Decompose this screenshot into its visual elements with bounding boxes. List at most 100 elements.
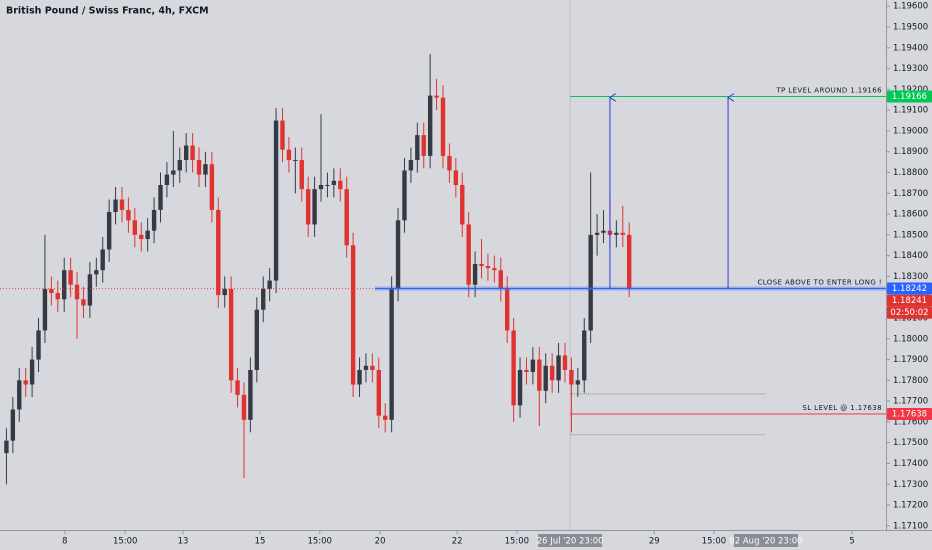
candle-body — [241, 394, 247, 420]
candle-body — [100, 249, 105, 271]
candle-body — [216, 209, 221, 296]
level-tag-bg — [887, 408, 932, 421]
date-range-bg — [733, 534, 798, 547]
candle-body — [49, 288, 54, 294]
last-price-tag-bg — [887, 294, 932, 307]
candle-body — [36, 330, 41, 360]
candle-body — [331, 180, 337, 185]
level-tag: 1.17638 — [892, 410, 927, 420]
candle-body — [261, 288, 266, 310]
y-tick-label: 1.19200 — [893, 85, 928, 95]
candle-body — [562, 355, 568, 370]
y-tick-label: 1.19100 — [893, 106, 928, 116]
candle-body — [248, 369, 253, 420]
candle-body — [537, 359, 542, 391]
candle-body — [620, 232, 625, 235]
candle-body — [472, 263, 478, 285]
candle-body — [286, 149, 292, 161]
candle-body — [62, 270, 67, 300]
x-tick-label: 15:00 — [702, 537, 727, 547]
candle-body — [42, 288, 48, 331]
y-tick-label: 1.17700 — [893, 397, 928, 407]
x-tick-label: 13 — [178, 537, 189, 547]
y-tick-label: 1.19300 — [893, 64, 928, 74]
candle-body — [119, 199, 125, 210]
candle-body — [273, 120, 279, 281]
candle-body — [68, 270, 73, 285]
y-tick-label: 1.19400 — [893, 43, 928, 53]
x-tick-label: 15 — [255, 537, 266, 547]
candle-body — [408, 160, 414, 171]
candle-body — [305, 189, 311, 225]
candle-body — [498, 270, 503, 289]
y-tick-label: 1.17300 — [893, 480, 928, 490]
candle-body — [87, 274, 93, 306]
candle-body — [222, 288, 227, 296]
candle-body — [511, 330, 516, 406]
candle-body — [203, 164, 208, 175]
candle-body — [402, 170, 407, 221]
candle-body — [164, 174, 170, 185]
y-tick-label: 1.19000 — [893, 126, 928, 136]
candle-body — [524, 369, 529, 373]
candle-body — [177, 160, 182, 171]
candle-body — [505, 288, 510, 331]
y-tick-label: 1.18800 — [893, 168, 928, 178]
candle-body — [145, 230, 150, 240]
level-label: CLOSE ABOVE TO ENTER LONG ! — [757, 278, 882, 286]
candle-body — [485, 266, 491, 269]
candle-body — [415, 135, 420, 161]
candle-body — [479, 263, 484, 267]
candle-body — [460, 184, 465, 225]
date-range-label: 02 Aug '20 23:00 — [729, 537, 802, 547]
candle-body — [17, 380, 22, 410]
level-tag-bg — [887, 282, 932, 295]
candle-body — [318, 184, 324, 190]
y-tick-label: 1.18000 — [893, 334, 928, 344]
y-tick-label: 1.19600 — [893, 2, 928, 12]
countdown-tag-bg — [887, 306, 932, 319]
candle-body — [466, 224, 471, 285]
candle-body — [267, 280, 272, 289]
candle-body — [228, 288, 234, 381]
candle-body — [556, 355, 561, 381]
candle-body — [338, 180, 343, 190]
candle-body — [106, 212, 112, 250]
x-tick-label: 22 — [452, 537, 463, 547]
candle-body — [588, 234, 593, 331]
y-tick-label: 1.17200 — [893, 501, 928, 511]
candle-body — [530, 359, 536, 373]
x-tick-label: 15:00 — [505, 537, 530, 547]
candle-body — [139, 234, 144, 240]
candle-body — [183, 145, 189, 161]
candle-body — [254, 309, 260, 370]
candle-body — [132, 220, 138, 235]
candle-body — [55, 293, 60, 300]
candle-body — [549, 365, 555, 381]
candle-body — [312, 189, 317, 225]
y-tick-label: 1.17800 — [893, 376, 928, 386]
candle-body — [434, 95, 439, 98]
candle-body — [614, 232, 619, 235]
candle-body — [151, 209, 157, 231]
candle-body — [29, 359, 35, 385]
candle-body — [395, 220, 401, 289]
x-tick-label: 8 — [62, 537, 67, 547]
candle-body — [376, 369, 381, 416]
candle-body — [492, 268, 497, 271]
last-price-tag: 1.18241 — [892, 296, 927, 306]
candle-body — [517, 369, 523, 406]
level-label: TP LEVEL AROUND 1.19166 — [775, 86, 882, 94]
date-range-bg — [538, 534, 603, 547]
y-tick-label: 1.18600 — [893, 210, 928, 220]
candle-body — [280, 120, 285, 150]
candle-body — [447, 155, 452, 171]
candle-body — [235, 380, 240, 395]
candle-body — [171, 170, 176, 175]
candle-body — [81, 299, 86, 306]
candle-body — [10, 409, 16, 441]
candle-body — [94, 270, 99, 275]
candle-body — [389, 288, 394, 420]
level-label: SL LEVEL @ 1.17638 — [802, 404, 882, 412]
candle-body — [626, 234, 632, 289]
